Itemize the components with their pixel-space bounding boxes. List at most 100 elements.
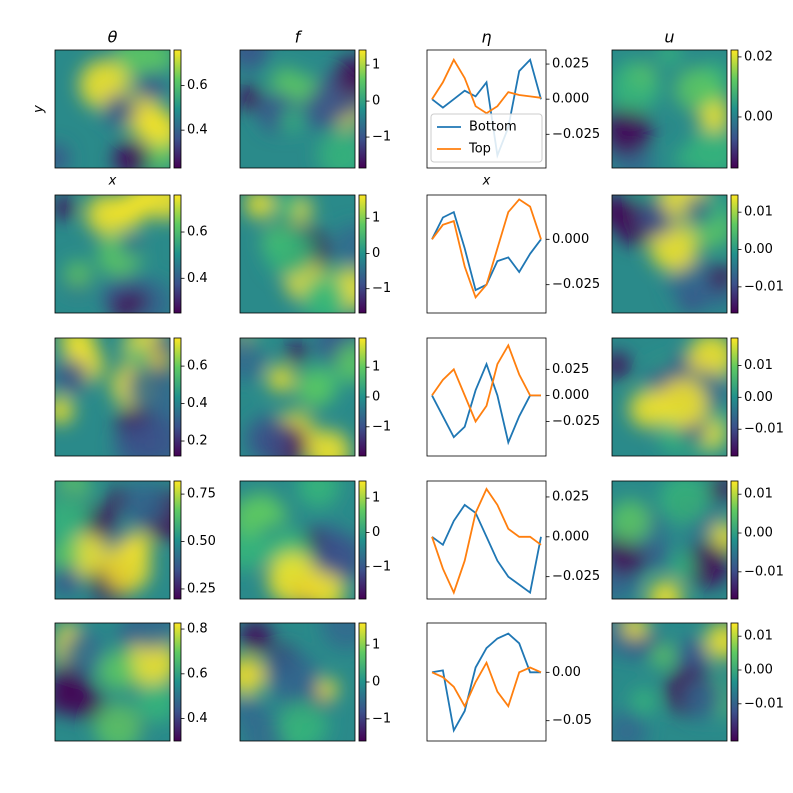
heatmap-blob <box>683 195 714 226</box>
heatmap-blob <box>612 352 631 379</box>
y-tick-label: 0.025 <box>552 57 589 72</box>
heatmap-blob <box>687 338 727 381</box>
y-tick-label: 0.000 <box>552 232 589 247</box>
heatmap-blob <box>295 370 334 408</box>
panel-frame <box>611 480 728 600</box>
colorbar-tick-label: 0 <box>372 246 380 261</box>
colorbar-tick-label: 0.00 <box>744 390 773 405</box>
heatmap-blob <box>267 553 319 599</box>
colorbar-tick-label: −1 <box>372 281 391 296</box>
y-tick-label: 0.00 <box>552 665 581 680</box>
heatmap <box>55 195 170 313</box>
heatmap-blob <box>55 493 91 542</box>
line-series <box>431 343 541 424</box>
colorbar-tick-label: 0.01 <box>744 358 773 373</box>
panel-frame <box>239 622 356 742</box>
heatmap <box>240 195 355 313</box>
heatmap <box>612 195 727 313</box>
line-series <box>431 198 542 300</box>
heatmap-blob <box>113 140 150 168</box>
colorbar-tick-label: 0.25 <box>187 581 216 596</box>
colorbar-tick-label: 0 <box>372 525 380 540</box>
heatmap-blob <box>138 76 164 102</box>
colorbar-tick-label: −0.01 <box>744 564 784 579</box>
heatmap-blob <box>612 710 648 741</box>
y-tick-label: −0.025 <box>552 414 600 429</box>
heatmap-blob <box>136 681 170 723</box>
heatmap-blob <box>111 293 138 313</box>
x-axis-label: x <box>108 174 117 189</box>
heatmap-blobs <box>240 50 355 168</box>
panel-frame <box>239 337 356 457</box>
heatmap-blob <box>153 338 170 356</box>
heatmap <box>55 481 170 599</box>
heatmap-blob <box>657 378 708 429</box>
panel-frame <box>239 480 356 600</box>
heatmap-blob <box>55 565 81 595</box>
colorbar-tick-label: 1 <box>372 58 380 73</box>
heatmap <box>240 50 355 168</box>
colorbar <box>358 622 367 742</box>
heatmap-blob <box>61 630 105 674</box>
colorbar <box>173 480 182 600</box>
heatmap-blob <box>316 678 338 700</box>
colorbar-tick-label: 1 <box>372 638 380 653</box>
heatmap-blob <box>240 497 270 537</box>
colorbar <box>730 337 739 457</box>
heatmap <box>55 50 170 168</box>
colorbar-tick-label: 0.00 <box>744 109 773 124</box>
heatmap-blob <box>682 677 724 720</box>
heatmap-blob <box>55 196 76 220</box>
panel-frame <box>611 337 728 457</box>
colorbar-tick-label: −0.01 <box>744 696 784 711</box>
legend-box <box>430 113 543 163</box>
heatmap-blobs <box>55 338 170 456</box>
heatmap-blob <box>708 264 727 291</box>
panel-frame <box>239 49 356 169</box>
heatmap <box>612 50 727 168</box>
colorbar-tick-label: 0.6 <box>187 78 208 93</box>
heatmap-blobs <box>55 623 170 741</box>
colorbar-tick-label: −1 <box>372 711 391 726</box>
heatmap-blob <box>334 55 355 97</box>
panel-frame <box>611 49 728 169</box>
y-tick-label: −0.025 <box>552 569 600 584</box>
heatmap <box>240 623 355 741</box>
colorbar <box>730 194 739 314</box>
heatmap-blob <box>630 688 657 715</box>
colorbar-tick-label: 1 <box>372 211 380 226</box>
y-tick-label: 0.000 <box>552 92 589 107</box>
heatmap-blob <box>143 195 170 221</box>
heatmap-blob <box>55 144 70 168</box>
heatmap-blob <box>240 338 266 381</box>
colorbar-tick-label: 1 <box>372 360 380 375</box>
colorbar-tick-label: 0.01 <box>744 629 773 644</box>
colorbar-tick-label: 0.75 <box>187 487 216 502</box>
line-series <box>431 660 542 709</box>
heatmap-blobs <box>240 481 355 599</box>
panel-frame <box>611 622 728 742</box>
colorbar <box>730 49 739 169</box>
heatmap-blob <box>125 364 170 412</box>
heatmap-blob <box>612 500 652 543</box>
heatmap-blob <box>140 110 170 152</box>
legend-label: Bottom <box>469 120 517 135</box>
heatmap-blob <box>313 532 355 584</box>
heatmap-blob <box>121 481 168 526</box>
colorbar-tick-label: 0.02 <box>744 49 773 64</box>
panel-title: f <box>295 28 303 47</box>
colorbar-tick-label: 0.4 <box>187 271 208 286</box>
line-series <box>431 487 542 596</box>
panel-title: θ <box>108 28 118 47</box>
heatmap-blob <box>657 50 682 66</box>
line-series <box>431 58 542 159</box>
heatmap-blob <box>280 107 305 133</box>
heatmap-blob <box>708 481 727 503</box>
colorbar-tick-label: 0.4 <box>187 123 208 138</box>
heatmap-blob <box>650 643 676 668</box>
colorbar-tick-label: −0.01 <box>744 279 784 294</box>
colorbar-tick-label: 1 <box>372 491 380 506</box>
heatmap-blob <box>245 195 274 219</box>
heatmap-blob <box>240 85 262 111</box>
heatmap-blob <box>55 396 74 424</box>
